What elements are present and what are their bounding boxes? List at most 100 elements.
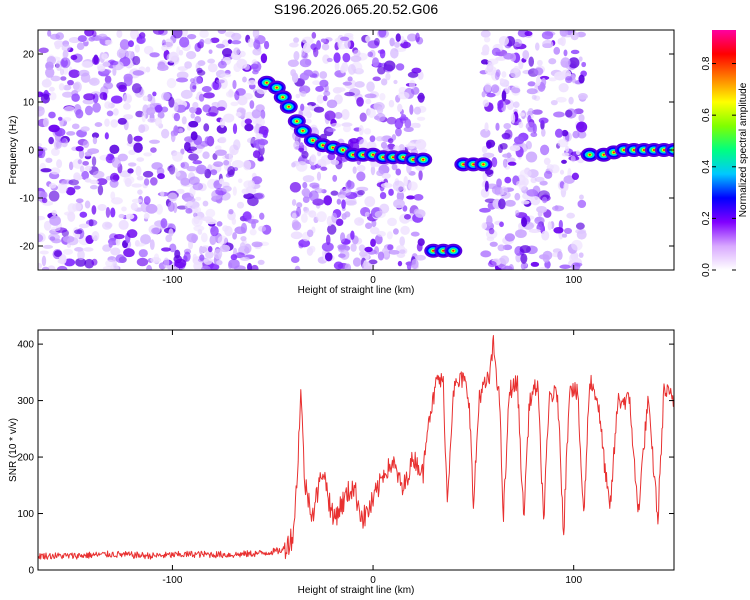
spectrogram-noise-cell <box>501 90 507 102</box>
spectrogram-noise-cell <box>301 188 311 197</box>
spectrogram-noise-cell <box>503 52 514 60</box>
spectrogram-noise-cell <box>173 112 181 122</box>
spectrogram-noise-cell <box>358 251 368 257</box>
spectrogram-noise-cell <box>249 100 255 109</box>
spectrogram-noise-cell <box>379 49 386 59</box>
spectrogram-noise-cell <box>527 81 536 87</box>
spectrogram-noise-cell <box>257 156 265 162</box>
spectrogram-noise-cell <box>45 67 55 78</box>
spectrogram-noise-cell <box>51 147 60 157</box>
spectrogram-noise-cell <box>154 117 162 127</box>
spectrogram-noise-cell <box>179 36 190 48</box>
spectrogram-noise-cell <box>418 170 423 181</box>
spectrogram-noise-cell <box>104 132 109 140</box>
spectrogram-noise-cell <box>575 228 587 234</box>
spectrogram-noise-cell <box>301 150 309 159</box>
spectrogram-noise-cell <box>216 259 223 266</box>
spectrogram-noise-cell <box>123 175 135 185</box>
spectrogram-noise-cell <box>97 184 104 196</box>
spectrogram-noise-cell <box>338 194 346 201</box>
colorbar-tick-label: 0.4 <box>701 159 712 173</box>
spectrogram-noise-cell <box>323 195 333 206</box>
spectrogram-noise-cell <box>369 135 376 143</box>
spectrogram-noise-cell <box>236 58 248 70</box>
spectrogram-noise-cell <box>254 192 265 200</box>
spectrogram-noise-cell <box>393 79 398 85</box>
spectrogram-xtick-label: 0 <box>370 275 376 286</box>
spectrogram-noise-cell <box>160 190 165 197</box>
spectrogram-noise-cell <box>178 128 184 133</box>
spectrogram-ytick-label: 0 <box>28 146 34 157</box>
spectrogram-noise-cell <box>578 252 584 258</box>
spectrogram-noise-cell <box>136 157 145 162</box>
spectrogram-noise-cell <box>82 160 89 166</box>
spectrogram-noise-cell <box>136 35 146 45</box>
spectrogram-noise-cell <box>207 246 213 253</box>
spectrogram-noise-cell <box>502 134 509 140</box>
spectrogram-ridge-point <box>612 151 616 154</box>
colorbar-label: Normalized spectral amplitude <box>738 82 749 217</box>
spectrogram-noise-cell <box>350 55 362 63</box>
spectrogram-noise-cell <box>330 159 340 165</box>
spectrogram-noise-cell <box>414 209 426 218</box>
spectrogram-noise-cell <box>104 75 112 84</box>
spectrogram-noise-cell <box>84 30 94 37</box>
spectrogram-noise-cell <box>153 253 160 262</box>
spectrogram-noise-cell <box>231 217 237 225</box>
spectrogram-noise-cell <box>387 217 397 227</box>
spectrogram-noise-cell <box>216 124 228 134</box>
spectrogram-noise-cell <box>128 149 136 155</box>
spectrogram-noise-cell <box>41 266 50 270</box>
spectrogram-noise-cell <box>105 207 111 218</box>
spectrogram-noise-cell <box>190 131 198 141</box>
spectrogram-noise-cell <box>205 112 218 117</box>
spectrogram-noise-cell <box>513 65 520 73</box>
spectrogram-noise-cell <box>208 49 213 54</box>
spectrogram-noise-cell <box>38 234 44 243</box>
spectrogram-noise-cell <box>205 208 216 218</box>
spectrogram-noise-cell <box>313 106 325 113</box>
spectrogram-noise-cell <box>364 93 377 99</box>
spectrogram-noise-cell <box>200 232 208 243</box>
spectrogram-noise-cell <box>579 194 584 200</box>
spectrogram-ytick-label: -10 <box>20 194 35 205</box>
spectrogram-noise-cell <box>60 76 67 81</box>
spectrogram-noise-cell <box>127 133 133 145</box>
spectrogram-noise-cell <box>483 36 491 43</box>
spectrogram-noise-cell <box>138 249 148 258</box>
spectrogram-noise-cell <box>126 229 138 238</box>
spectrogram-noise-cell <box>386 116 397 125</box>
spectrogram-noise-cell <box>204 38 212 45</box>
spectrogram-noise-cell <box>242 159 252 171</box>
spectrogram-noise-cell <box>410 122 421 128</box>
spectrogram-noise-cell <box>70 54 78 60</box>
spectrogram-noise-cell <box>127 162 137 167</box>
spectrogram-noise-cell <box>324 252 333 262</box>
spectrogram-noise-cell <box>293 37 300 44</box>
spectrogram-noise-cell <box>570 155 576 163</box>
spectrogram-noise-cell <box>203 258 213 265</box>
spectrogram-noise-cell <box>127 168 134 174</box>
spectrogram-noise-cell <box>388 188 394 196</box>
spectrogram-noise-cell <box>520 200 530 205</box>
spectrogram-noise-cell <box>241 188 250 195</box>
spectrogram-noise-cell <box>577 92 588 100</box>
spectrogram-noise-cell <box>160 218 168 229</box>
spectrogram-noise-cell <box>539 180 548 186</box>
spectrogram-noise-cell <box>534 42 540 51</box>
spectrogram-noise-cell <box>110 60 119 66</box>
spectrogram-noise-cell <box>223 159 230 166</box>
spectrogram-noise-cell <box>393 228 399 235</box>
spectrogram-noise-cell <box>117 153 128 162</box>
spectrogram-noise-cell <box>58 253 67 265</box>
spectrogram-noise-cell <box>145 203 158 214</box>
spectrogram-noise-cell <box>481 145 488 154</box>
spectrogram-noise-cell <box>250 63 259 70</box>
spectrogram-noise-cell <box>157 173 165 180</box>
spectrogram-noise-cell <box>502 244 513 251</box>
spectrogram-noise-cell <box>561 129 569 137</box>
spectrogram-noise-cell <box>376 170 384 177</box>
spectrogram-noise-cell <box>188 120 199 128</box>
spectrogram-noise-cell <box>68 36 81 44</box>
spectrogram-noise-cell <box>131 198 143 204</box>
